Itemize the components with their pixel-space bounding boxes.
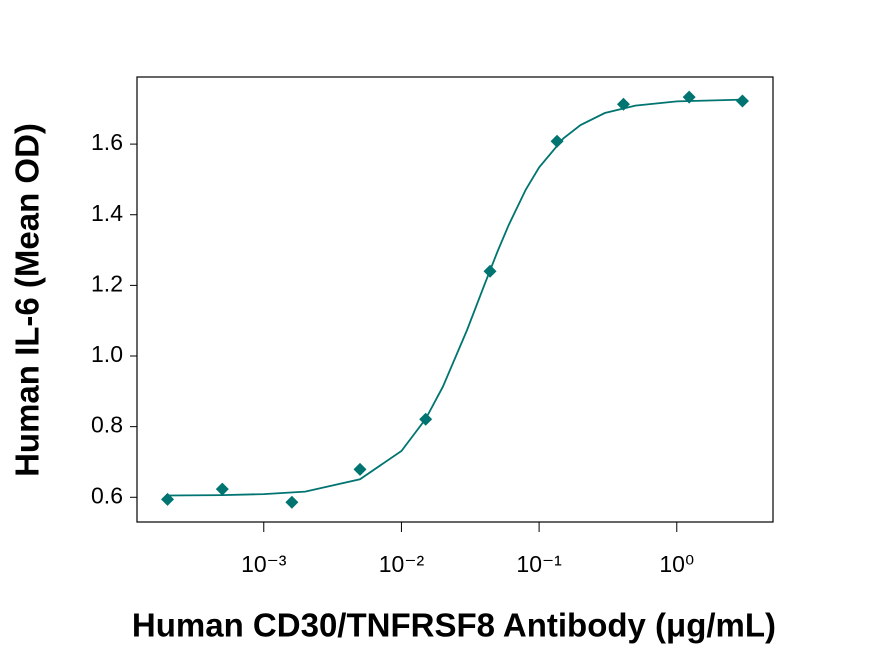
data-point [215, 482, 229, 496]
x-tick-label: 10⁻³ [241, 551, 287, 577]
data-point [616, 97, 630, 111]
data-point [419, 412, 433, 426]
y-tick-label: 0.8 [91, 412, 123, 438]
x-tick-label: 10⁻² [379, 551, 425, 577]
data-point [483, 264, 497, 278]
plot-frame [136, 76, 774, 523]
y-axis-label: Human IL-6 (Mean OD) [9, 123, 46, 477]
y-tick-label: 1.0 [91, 341, 123, 367]
data-point [682, 90, 696, 104]
data-point [353, 462, 367, 476]
y-tick-label: 1.2 [91, 270, 123, 296]
data-point [550, 134, 564, 148]
x-tick-label: 10⁰ [659, 551, 694, 577]
x-tick-label: 10⁻¹ [516, 551, 562, 577]
x-axis-label: Human CD30/TNFRSF8 Antibody (μg/mL) [132, 607, 776, 644]
y-tick-label: 1.6 [91, 129, 123, 155]
data-point [735, 94, 749, 108]
data-point [285, 495, 299, 509]
y-tick-label: 0.6 [91, 482, 123, 508]
data-point [161, 492, 175, 506]
fit-curve [167, 98, 743, 497]
y-tick-label: 1.4 [91, 200, 123, 226]
